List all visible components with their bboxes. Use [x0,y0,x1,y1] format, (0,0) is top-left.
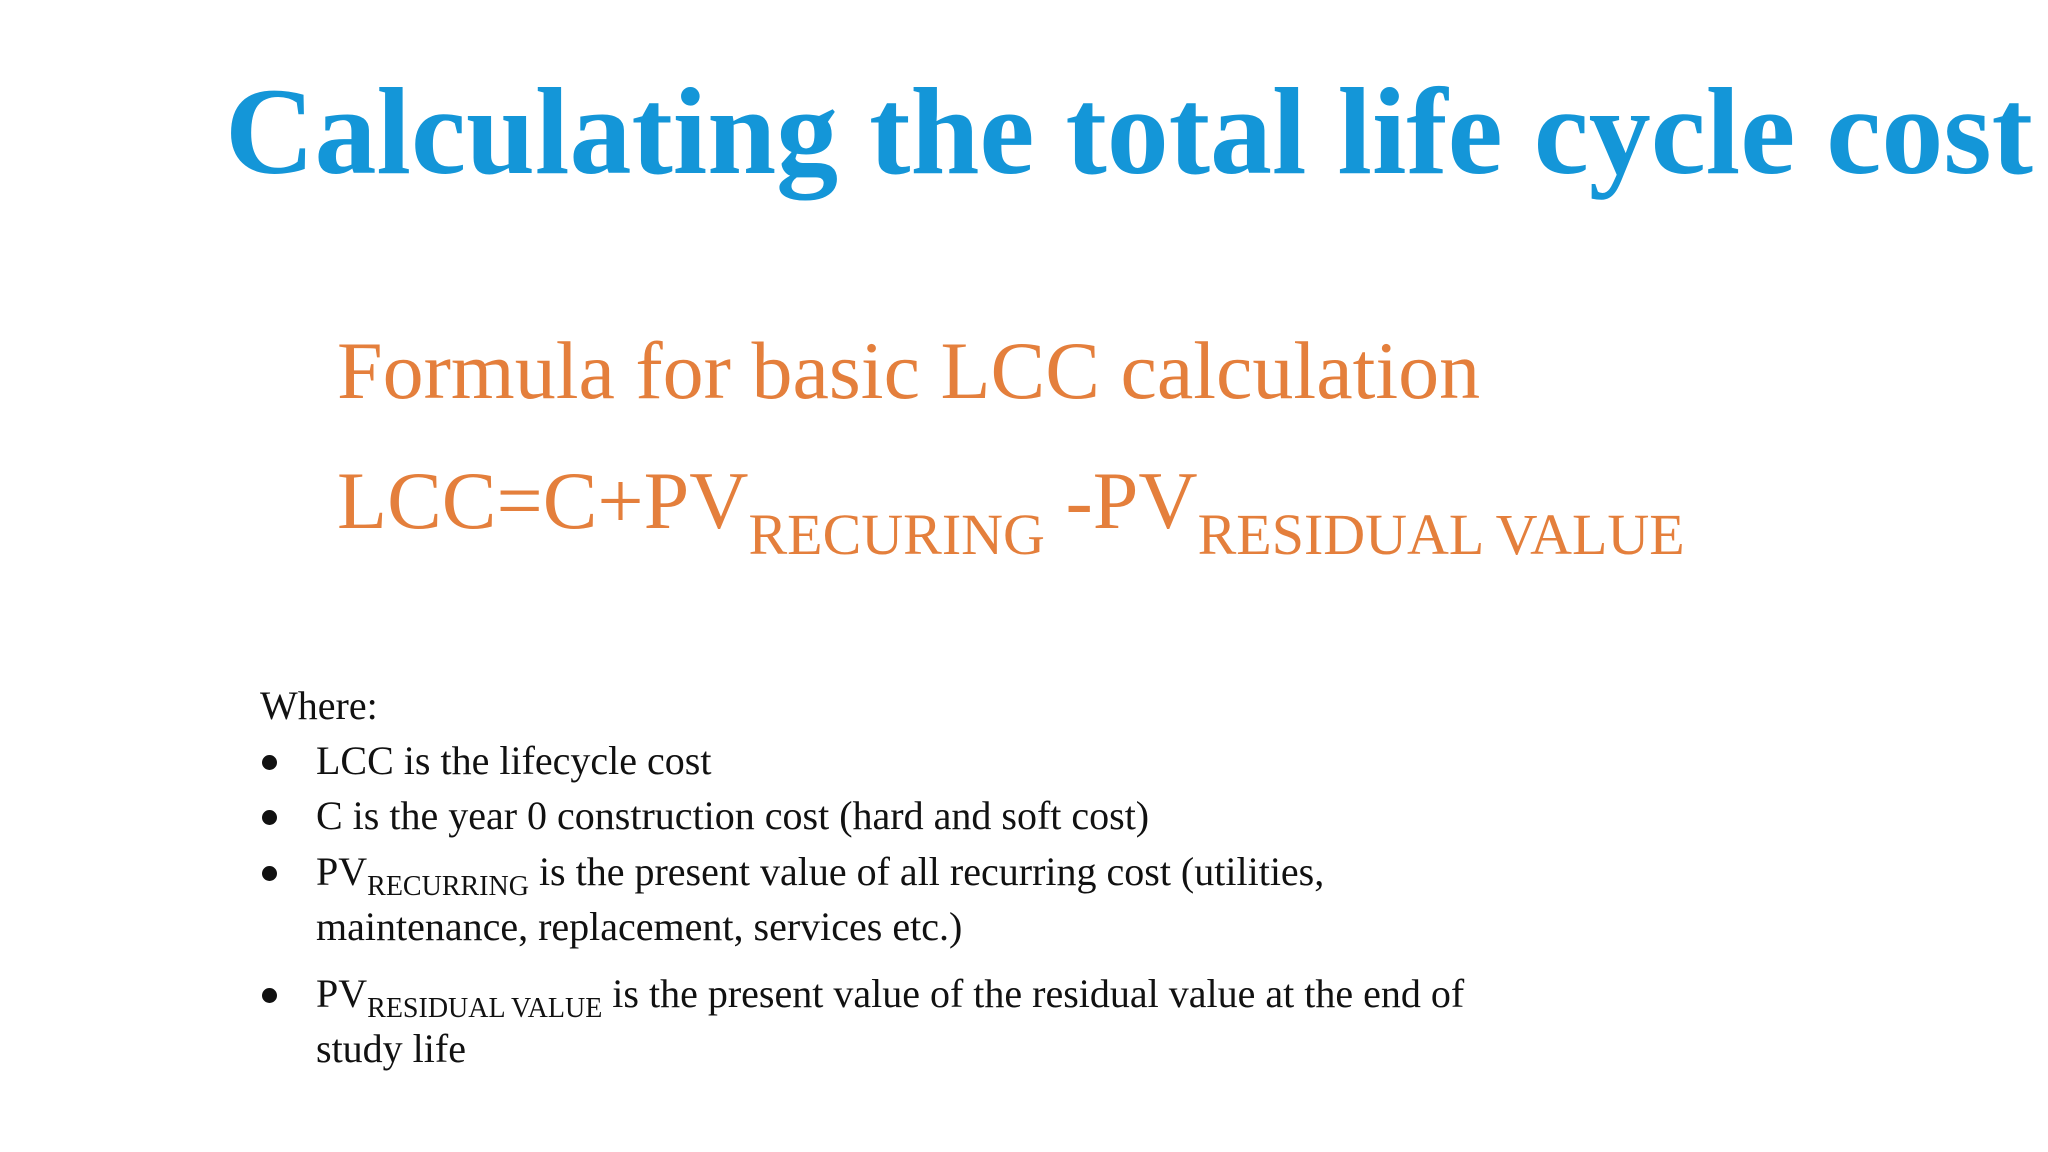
bullet-icon [262,987,277,1003]
formula-heading: Formula for basic LCC calculation [337,325,1481,416]
formula-block: Formula for basic LCC calculation LCC=C+… [337,325,1685,564]
formula-lhs: LCC=C+PV [337,455,749,546]
list-item: PVRESIDUAL VALUE is the present value of… [260,966,1500,1076]
formula-subscript-recurring: RECURING [748,502,1045,567]
definition-subscript: RECURRING [367,870,529,902]
definition-list: LCC is the lifecycle cost C is the year … [260,733,1500,1076]
formula-minus-pv: -PV [1044,455,1198,546]
bullet-icon [262,810,277,826]
definition-prefix: PV [316,970,368,1016]
definition-prefix: PV [316,848,368,894]
definition-text: is the present value of the residual val… [316,970,1465,1072]
slide-title: Calculating the total life cycle cost [225,63,2033,200]
bullet-icon [262,755,277,771]
list-item: LCC is the lifecycle cost [260,733,1500,788]
definition-text: is the present value of all recurring co… [316,848,1325,949]
definition-subscript: RESIDUAL VALUE [367,992,603,1024]
list-item: PVRECURRING is the present value of all … [260,844,1500,954]
list-item: C is the year 0 construction cost (hard … [260,788,1500,843]
formula-subscript-residual: RESIDUAL VALUE [1197,502,1685,567]
definition-text: LCC is the lifecycle cost [316,738,712,784]
lcc-formula: LCC=C+PVRECURING -PVRESIDUAL VALUE [337,460,1685,564]
definitions: Where: LCC is the lifecycle cost C is th… [260,678,1500,1076]
bullet-icon [262,865,277,881]
where-label: Where: [260,683,378,728]
definition-text: C is the year 0 construction cost (hard … [316,793,1150,839]
